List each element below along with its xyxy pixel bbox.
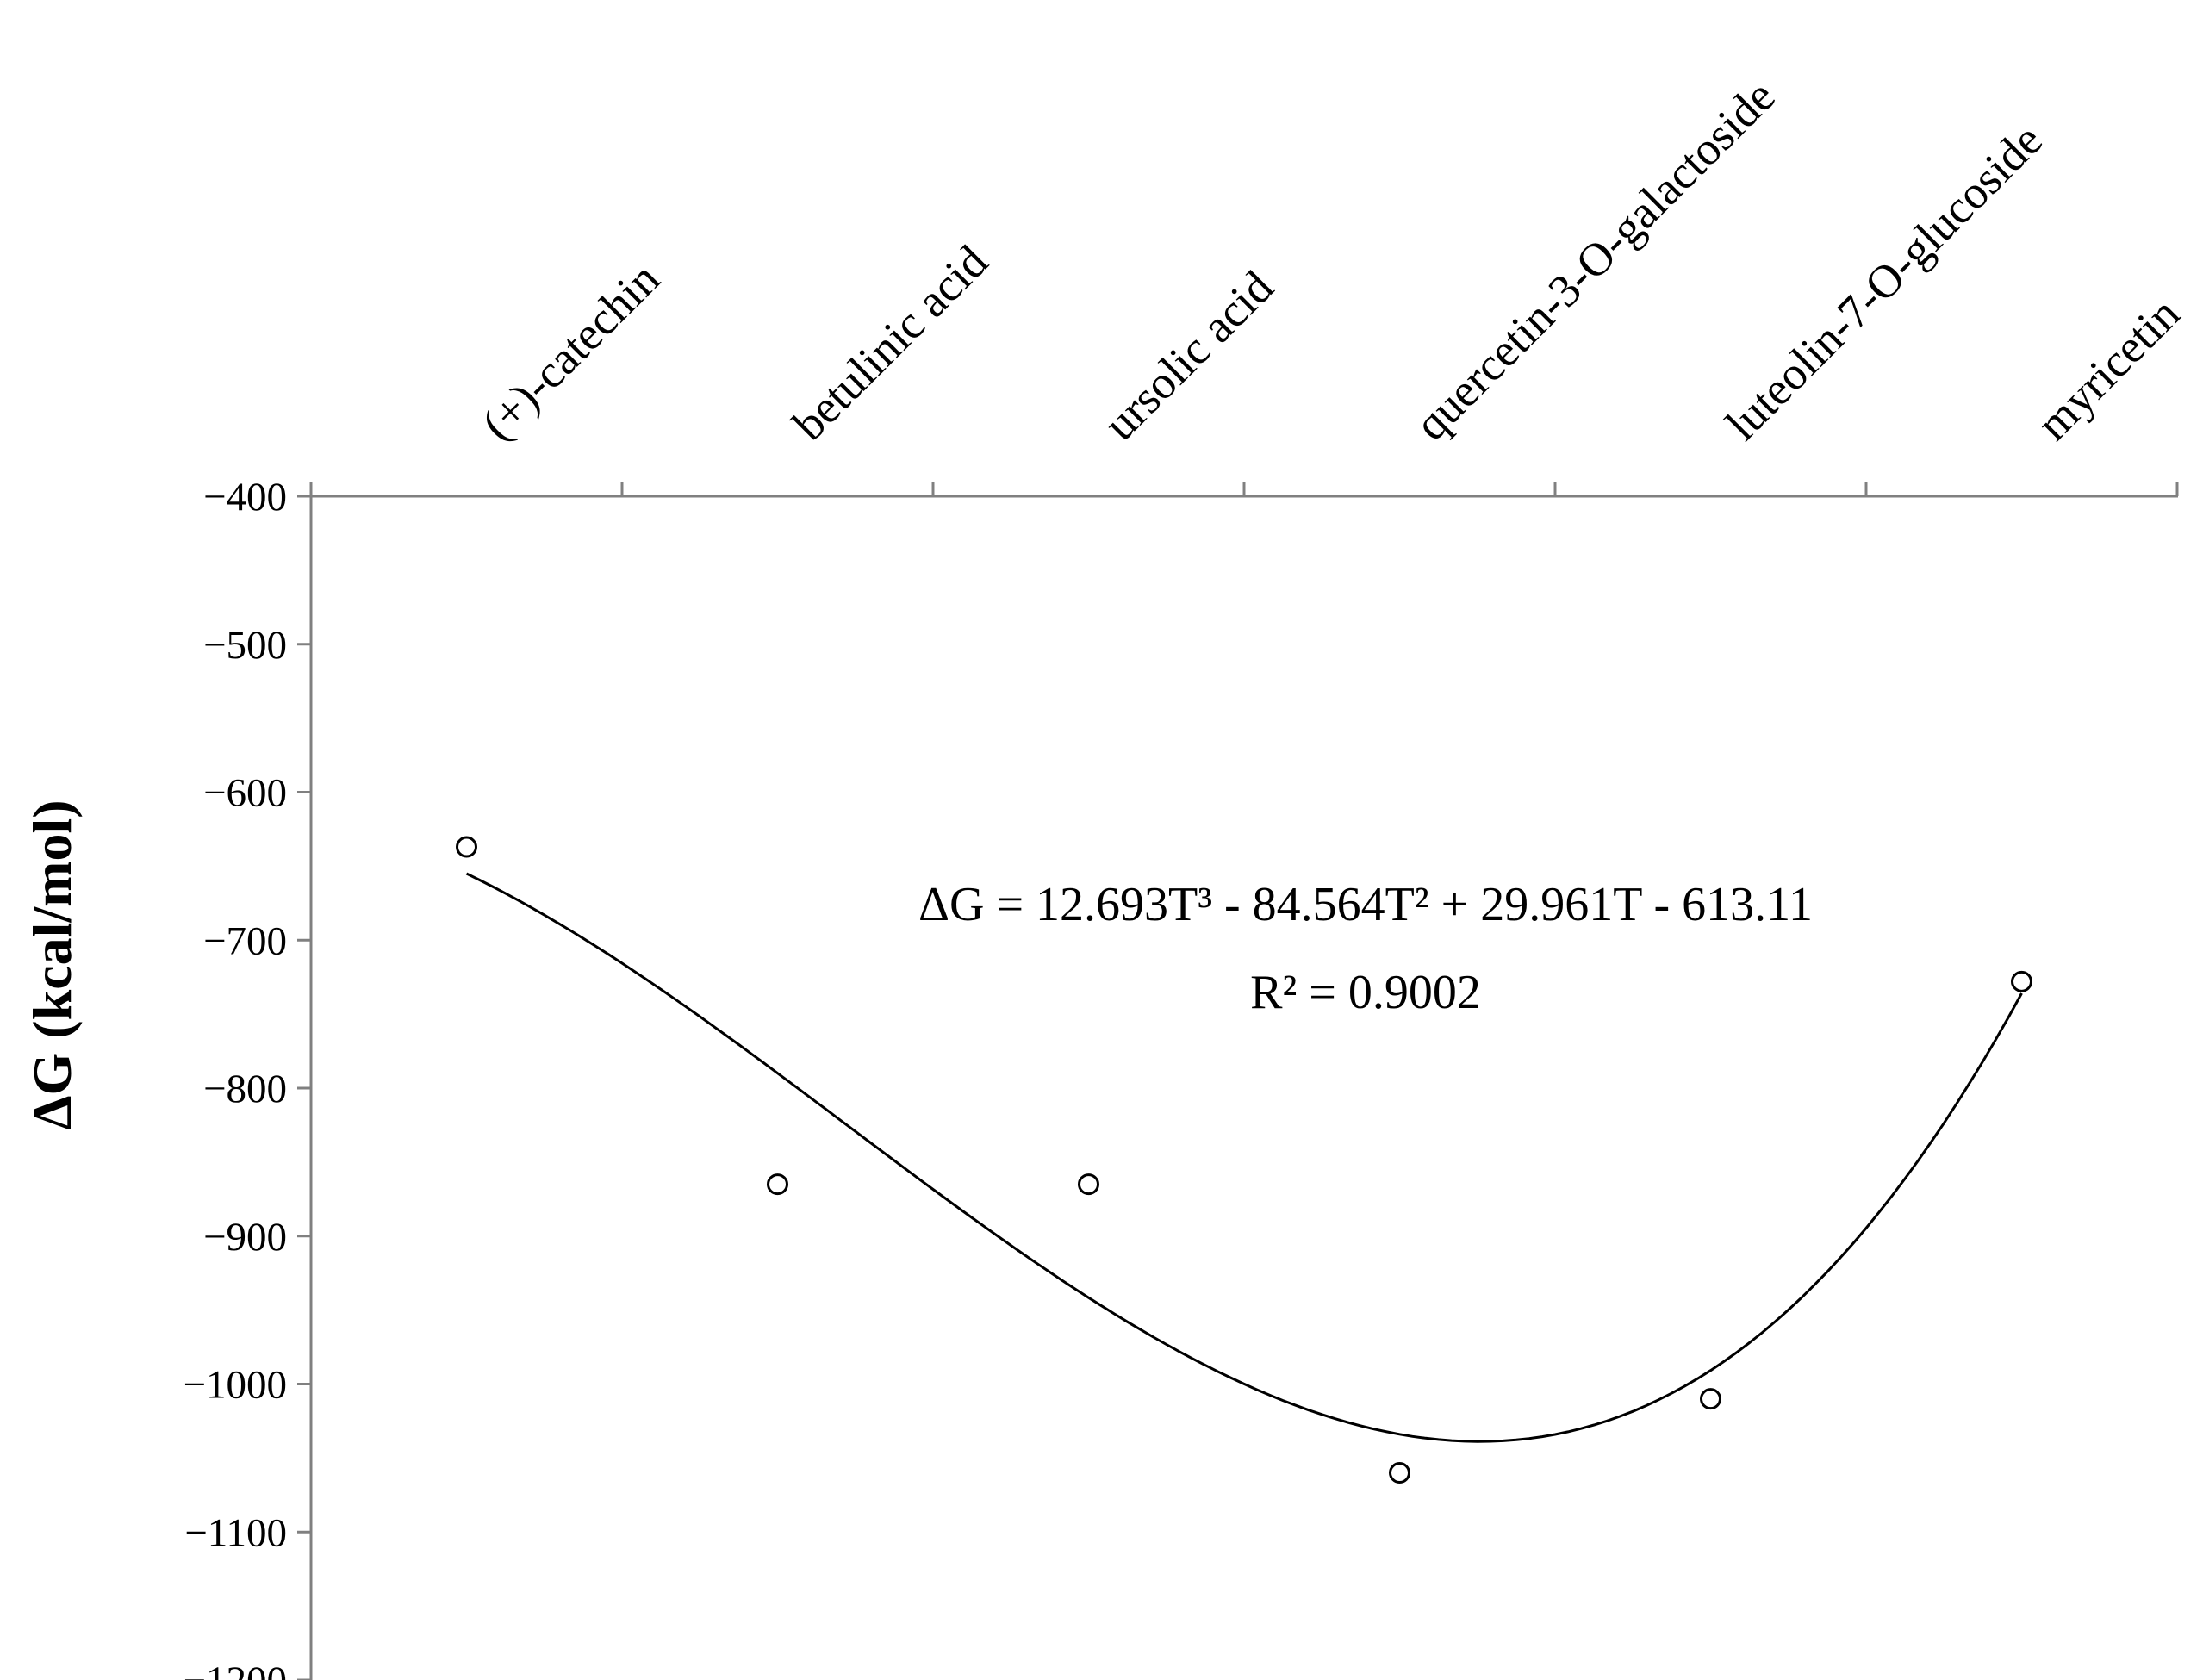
data-point — [456, 836, 477, 858]
y-tick-label: −500 — [203, 623, 287, 668]
x-category-label: (+)-catechin — [472, 252, 669, 450]
trendline — [465, 872, 2023, 1443]
trendline-equation: ΔG = 12.693T³ - 84.564T² + 29.961T - 613… — [918, 878, 1813, 931]
x-category-label: quercetin-3-O-galactoside — [1405, 70, 1785, 450]
data-point — [1078, 1173, 1099, 1196]
y-tick-label: −1000 — [183, 1363, 287, 1408]
y-tick-label: −1200 — [183, 1658, 287, 1680]
y-tick-label: −600 — [203, 771, 287, 816]
y-tick-label: −700 — [203, 918, 287, 963]
axis-labels: −400 −500 −600 −700 −800 −900 −1000 −1100 −1200 (… — [183, 70, 2189, 1680]
y-tick-label: −400 — [203, 475, 287, 520]
y-axis-label: ΔG (kcal/mol) — [22, 800, 83, 1129]
data-point — [767, 1173, 788, 1196]
y-tick-label: −1100 — [184, 1510, 287, 1555]
x-category-label: ursolic acid — [1094, 261, 1284, 451]
data-point — [1700, 1388, 1721, 1410]
x-category-label: betulinic acid — [783, 235, 998, 450]
x-category-label: myricetin — [2027, 288, 2190, 451]
axes — [297, 482, 2179, 1680]
data-points — [456, 836, 2032, 1484]
trendline-group — [465, 872, 2023, 1443]
y-tick-label: −800 — [203, 1067, 287, 1111]
x-category-label: luteolin-7-O-glucoside — [1716, 114, 2052, 450]
data-point — [2011, 970, 2032, 992]
data-point — [1389, 1462, 1410, 1484]
y-tick-label: −900 — [203, 1215, 287, 1260]
trendline-r-squared: R² = 0.9002 — [1250, 966, 1481, 1019]
